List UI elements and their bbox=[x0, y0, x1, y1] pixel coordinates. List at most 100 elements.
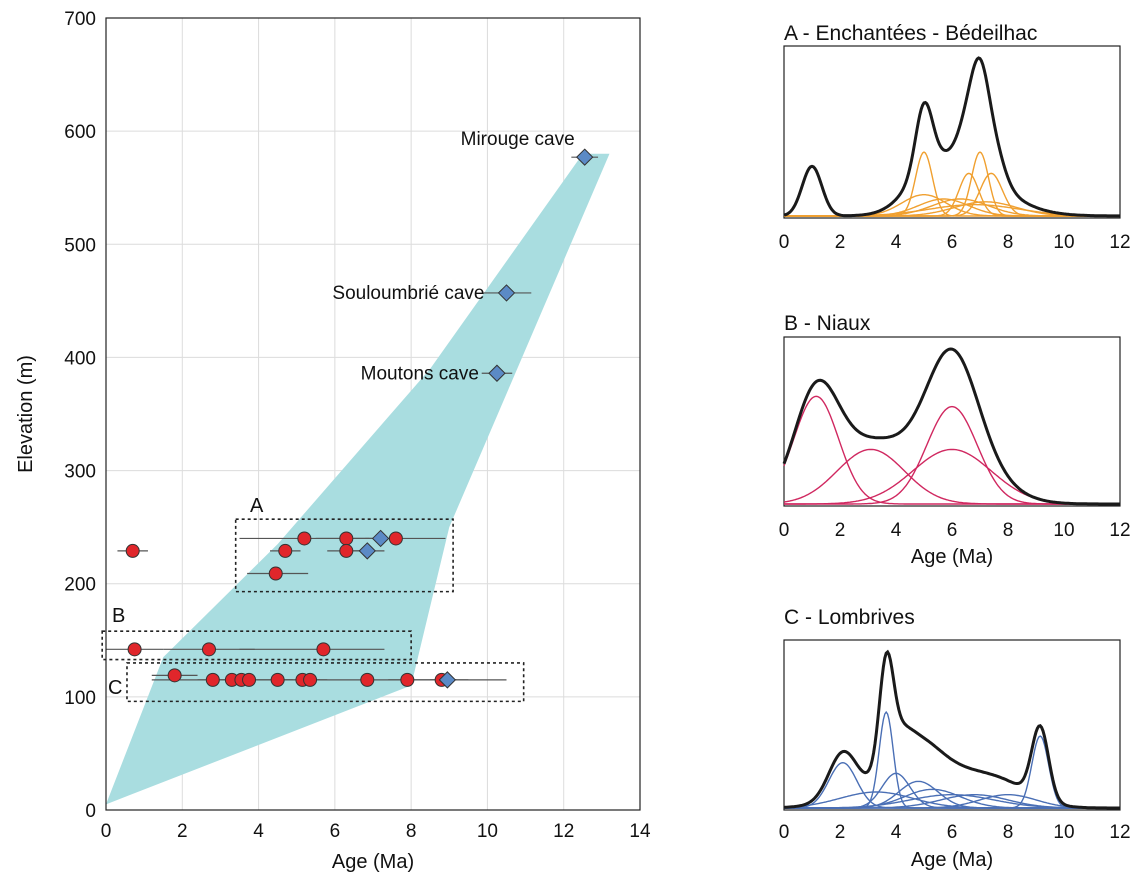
main-y-tick-label: 300 bbox=[64, 462, 96, 483]
pB-x-tick-label: 10 bbox=[1053, 520, 1074, 541]
circle-point bbox=[339, 531, 354, 546]
pA-x-tick-label: 10 bbox=[1053, 232, 1074, 253]
age-elevation-envelope bbox=[106, 153, 610, 805]
diamond-point bbox=[371, 529, 390, 548]
pB-frame bbox=[783, 336, 1121, 507]
circle-point bbox=[242, 672, 257, 687]
main-x-tick-label: 10 bbox=[477, 821, 498, 842]
main-x-tick-label: 8 bbox=[406, 821, 417, 842]
main-y-tick-label: 400 bbox=[64, 348, 96, 369]
pB-component-curve bbox=[783, 395, 1120, 505]
pC-x-tick-label: 8 bbox=[1003, 822, 1014, 843]
main-x-tick-label: 14 bbox=[629, 821, 651, 842]
pA-x-tick-label: 6 bbox=[947, 232, 958, 253]
pA-x-tick-label: 4 bbox=[891, 232, 902, 253]
diamond-point bbox=[438, 671, 457, 689]
circle-point bbox=[268, 566, 283, 581]
main-x-tick-label: 2 bbox=[177, 821, 188, 842]
panel-c-title: C - Lombrives bbox=[784, 606, 915, 629]
pB-x-tick-label: 12 bbox=[1109, 520, 1130, 541]
main-y-tick-label: 100 bbox=[64, 688, 96, 709]
density-panel-a: A - Enchantées - Bédeilhac 0 2 4 6 8 10 12 bbox=[779, 22, 1131, 253]
main-y-tick-label: 200 bbox=[64, 575, 96, 596]
main-x-tick-label: 0 bbox=[101, 821, 112, 842]
circle-point bbox=[205, 672, 220, 687]
group-box-c bbox=[126, 662, 525, 703]
main-x-tick-label: 6 bbox=[330, 821, 341, 842]
pC-frame bbox=[783, 639, 1121, 811]
pC-x-tick-label: 4 bbox=[891, 822, 902, 843]
cave-diamond-point bbox=[575, 148, 594, 166]
main-y-tick-label: 700 bbox=[64, 9, 96, 30]
pB-component-curve bbox=[783, 448, 1120, 505]
circle-point bbox=[127, 642, 142, 657]
main-y-axis-label: Elevation (m) bbox=[15, 355, 37, 473]
data-points: Mirouge cave Souloumbrié cave Moutons cave bbox=[125, 129, 594, 689]
panel-b-x-axis-label: Age (Ma) bbox=[911, 546, 993, 568]
cave-diamond-point bbox=[497, 284, 516, 302]
circle-point bbox=[388, 531, 403, 546]
cave-diamond-point bbox=[488, 364, 506, 382]
main-y-tick-label: 500 bbox=[64, 235, 96, 256]
elevation-age-scatter-chart: A B C Mirouge cave Souloumbrié cave Moutons … bbox=[15, 9, 651, 873]
main-y-tick-label: 0 bbox=[85, 801, 96, 822]
circle-point bbox=[270, 672, 285, 687]
group-box-a bbox=[234, 518, 454, 593]
pC-x-tick-label: 6 bbox=[947, 822, 958, 843]
pA-x-tick-label: 0 bbox=[779, 232, 790, 253]
pC-sum-curve bbox=[783, 649, 1120, 810]
circle-point bbox=[297, 531, 312, 546]
panel-c-x-axis-label: Age (Ma) bbox=[911, 849, 993, 871]
pC-x-tick-label: 0 bbox=[779, 822, 790, 843]
panel-b-title: B - Niaux bbox=[784, 312, 871, 335]
pC-x-tick-label: 10 bbox=[1053, 822, 1074, 843]
group-box-label-b: B bbox=[112, 605, 125, 627]
pB-x-tick-label: 6 bbox=[947, 520, 958, 541]
main-x-tick-label: 4 bbox=[253, 821, 264, 842]
pC-x-tick-label: 2 bbox=[835, 822, 846, 843]
cave-group-boxes: A B C bbox=[101, 495, 525, 703]
pA-frame bbox=[783, 45, 1121, 219]
pB-x-tick-label: 0 bbox=[779, 520, 790, 541]
group-box-b bbox=[101, 630, 412, 661]
pA-component-curve bbox=[784, 172, 1120, 217]
circle-point bbox=[201, 642, 216, 657]
main-tick-labels: 0 2 4 6 8 10 12 14 0 100 200 300 400 500 600 700 bbox=[64, 9, 651, 842]
pA-sum-curve bbox=[783, 56, 1120, 218]
circle-point bbox=[360, 672, 375, 687]
circle-point bbox=[303, 672, 318, 687]
circle-point bbox=[125, 543, 140, 558]
pB-sum-curve bbox=[782, 347, 1120, 506]
density-panel-b: B - Niaux Age (Ma) 0 2 4 6 8 10 12 bbox=[779, 312, 1131, 568]
main-plot-frame bbox=[105, 17, 641, 811]
pA-x-tick-label: 12 bbox=[1109, 232, 1130, 253]
panel-a-title: A - Enchantées - Bédeilhac bbox=[784, 22, 1037, 45]
diamond-point bbox=[358, 542, 376, 560]
cave-annotation: Moutons cave bbox=[361, 363, 479, 384]
main-y-tick-label: 600 bbox=[64, 122, 96, 143]
pA-x-tick-label: 2 bbox=[835, 232, 846, 253]
pA-component-curve bbox=[784, 172, 1120, 217]
group-box-label-a: A bbox=[250, 495, 264, 517]
main-x-tick-label: 12 bbox=[553, 821, 574, 842]
pA-x-tick-label: 8 bbox=[1003, 232, 1014, 253]
pB-x-tick-label: 8 bbox=[1003, 520, 1014, 541]
pB-component-curve bbox=[784, 448, 1120, 505]
pB-x-tick-label: 2 bbox=[835, 520, 846, 541]
circle-point bbox=[316, 642, 331, 657]
circle-point bbox=[400, 672, 415, 687]
pB-component-curve bbox=[784, 405, 1120, 505]
main-x-axis-label: Age (Ma) bbox=[332, 851, 414, 873]
pC-component-curve bbox=[784, 772, 1120, 809]
circle-point bbox=[278, 543, 293, 558]
group-box-label-c: C bbox=[108, 677, 122, 699]
pC-component-curve bbox=[784, 794, 1120, 809]
density-panel-c: C - Lombrives Age (Ma) 0 2 4 6 8 10 12 bbox=[779, 606, 1131, 871]
cave-annotation: Mirouge cave bbox=[461, 129, 575, 150]
pC-x-tick-label: 12 bbox=[1109, 822, 1130, 843]
pB-x-tick-label: 4 bbox=[891, 520, 902, 541]
cave-annotation: Souloumbrié cave bbox=[332, 283, 484, 304]
circle-point bbox=[167, 668, 182, 683]
circle-point bbox=[339, 543, 354, 558]
